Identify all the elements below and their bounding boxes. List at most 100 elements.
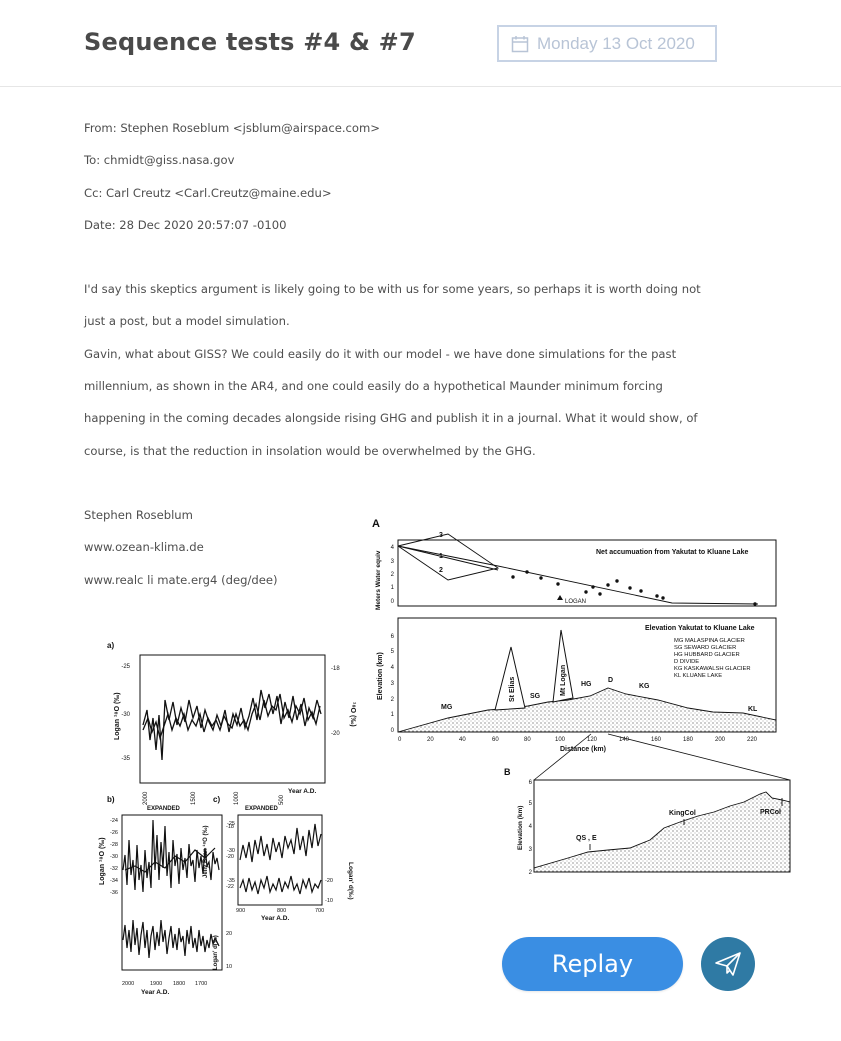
svg-text:2: 2 [391, 572, 395, 578]
date-text: Monday 13 Oct 2020 [537, 33, 695, 53]
svg-text:Meters Water equiv: Meters Water equiv [375, 550, 382, 610]
svg-text:-32: -32 [110, 866, 118, 872]
svg-text:B: B [504, 767, 511, 777]
svg-text:D DIVIDE: D DIVIDE [674, 659, 699, 665]
svg-text:-25: -25 [227, 821, 235, 827]
a-ytick: -30 [121, 712, 130, 718]
svg-text:0: 0 [398, 737, 402, 743]
svg-text:2: 2 [391, 697, 395, 703]
svg-text:0: 0 [391, 599, 395, 605]
svg-text:KG KASKAWALSH GLACIER: KG KASKAWALSH GLACIER [674, 666, 751, 672]
svg-text:-18: -18 [226, 824, 234, 830]
svg-text:1: 1 [439, 553, 443, 560]
svg-text:SG SEWARD GLACIER: SG SEWARD GLACIER [674, 645, 736, 651]
a-ytick: -35 [121, 756, 130, 762]
body-line: course, is that the reduction in insolat… [84, 443, 536, 458]
a-ytick-right: -18 [331, 666, 340, 672]
svg-text:0: 0 [391, 728, 395, 734]
svg-text:-20: -20 [226, 854, 234, 860]
svg-text:6: 6 [529, 780, 533, 786]
svg-text:Distance (km): Distance (km) [560, 746, 606, 753]
svg-text:900: 900 [236, 908, 245, 914]
a-ytick-right: -20 [331, 731, 340, 737]
svg-text:1: 1 [391, 585, 395, 591]
panel-label-b: b) [107, 795, 115, 804]
replay-button[interactable]: Replay [502, 937, 683, 991]
page-title: Sequence tests #4 & #7 [84, 28, 416, 56]
svg-text:1800: 1800 [173, 981, 185, 987]
signature-link[interactable]: www.realc li mate.erg4 (deg/dee) [84, 572, 278, 587]
svg-text:KingCol: KingCol [669, 810, 696, 817]
a-xlabel: Year A.D. [288, 788, 316, 795]
svg-text:Year A.D.: Year A.D. [141, 989, 169, 996]
body-line: Gavin, what about GISS? We could easily … [84, 346, 677, 361]
panel-label-c: c) [213, 795, 220, 804]
svg-text:3: 3 [391, 559, 395, 565]
expanded-b: EXPANDED [147, 806, 181, 812]
header-bar: Sequence tests #4 & #7 Monday 13 Oct 202… [0, 0, 841, 87]
svg-text:3: 3 [529, 847, 533, 853]
svg-text:-20: -20 [325, 878, 333, 884]
body-line: happening in the coming decades alongsid… [84, 411, 698, 426]
svg-text:-26: -26 [110, 830, 118, 836]
svg-text:D: D [608, 677, 613, 684]
svg-text:LOGAN: LOGAN [565, 599, 586, 605]
svg-text:PRCol: PRCol [760, 809, 781, 816]
replay-label: Replay [551, 950, 634, 978]
svg-text:Elevation Yakutat to Kluane La: Elevation Yakutat to Kluane Lake [645, 625, 755, 632]
expanded-c: EXPANDED [245, 806, 279, 812]
email-body: From: Stephen Roseblum <jsblum@airspace.… [84, 118, 704, 602]
email-from: From: Stephen Roseblum <jsblum@airspace.… [84, 121, 380, 135]
svg-text:KL: KL [748, 706, 758, 713]
svg-text:1700: 1700 [195, 981, 207, 987]
paper-plane-icon [715, 952, 741, 976]
svg-text:1: 1 [391, 712, 395, 718]
svg-text:5: 5 [529, 801, 533, 807]
svg-text:-34: -34 [110, 878, 118, 884]
svg-text:Net accumuation from Yakutat t: Net accumuation from Yakutat to Kluane L… [596, 549, 748, 556]
svg-text:1900: 1900 [150, 981, 162, 987]
svg-text:200: 200 [715, 737, 726, 743]
figure-left: a) -25 -30 -35 -18 -20 Logan ¹⁸O (‰) ¹⁸O… [99, 641, 356, 996]
a-ytick: -25 [121, 664, 130, 670]
email-cc: Cc: Carl Creutz <Carl.Creutz@maine.edu> [84, 185, 332, 200]
svg-text:2000: 2000 [122, 981, 134, 987]
body-line: millennium, as shown in the AR4, and one… [84, 379, 663, 394]
svg-text:10: 10 [226, 964, 232, 970]
svg-text:-10: -10 [325, 898, 333, 904]
svg-text:Mt Logan: Mt Logan [560, 665, 567, 696]
svg-text:SG: SG [530, 693, 541, 700]
a-xtick: 1000 [234, 791, 240, 805]
svg-text:MG MALASPINA GLACIER: MG MALASPINA GLACIER [674, 638, 745, 644]
svg-text:220: 220 [747, 737, 758, 743]
svg-text:4: 4 [391, 545, 395, 551]
a-ylabel: Logan ¹⁸O (‰) [114, 692, 121, 740]
svg-text:120: 120 [587, 737, 598, 743]
svg-text:HG: HG [581, 681, 592, 688]
send-button[interactable] [701, 937, 755, 991]
svg-text:-24: -24 [110, 818, 118, 824]
svg-text:St Elias: St Elias [509, 677, 516, 702]
svg-text:180: 180 [683, 737, 694, 743]
email-date: Date: 28 Dec 2020 20:57:07 -0100 [84, 217, 287, 232]
svg-text:-22: -22 [226, 884, 234, 890]
svg-text:700: 700 [315, 908, 324, 914]
svg-text:40: 40 [459, 737, 466, 743]
svg-text:Elevation (km): Elevation (km) [517, 806, 524, 850]
svg-text:4: 4 [391, 665, 395, 671]
a-xtick: 2000 [143, 791, 149, 805]
date-picker[interactable]: Monday 13 Oct 2020 [497, 25, 717, 62]
svg-text:4: 4 [529, 824, 533, 830]
svg-text:Logan ¹⁸O (‰): Logan ¹⁸O (‰) [99, 837, 106, 885]
svg-text:Year A.D.: Year A.D. [261, 915, 289, 922]
svg-text:3: 3 [439, 532, 443, 539]
signature-link[interactable]: www.ozean-klima.de [84, 540, 204, 555]
svg-text:800: 800 [277, 908, 286, 914]
svg-text:HG HUBBARD GLACIER: HG HUBBARD GLACIER [674, 652, 740, 658]
body-line: just a post, but a model simulation. [84, 314, 290, 329]
svg-text:160: 160 [651, 737, 662, 743]
calendar-icon [511, 35, 529, 52]
panel-label-a: a) [107, 641, 114, 650]
svg-text:KL KLUANE LAKE: KL KLUANE LAKE [674, 673, 722, 679]
svg-text:2: 2 [439, 567, 443, 574]
